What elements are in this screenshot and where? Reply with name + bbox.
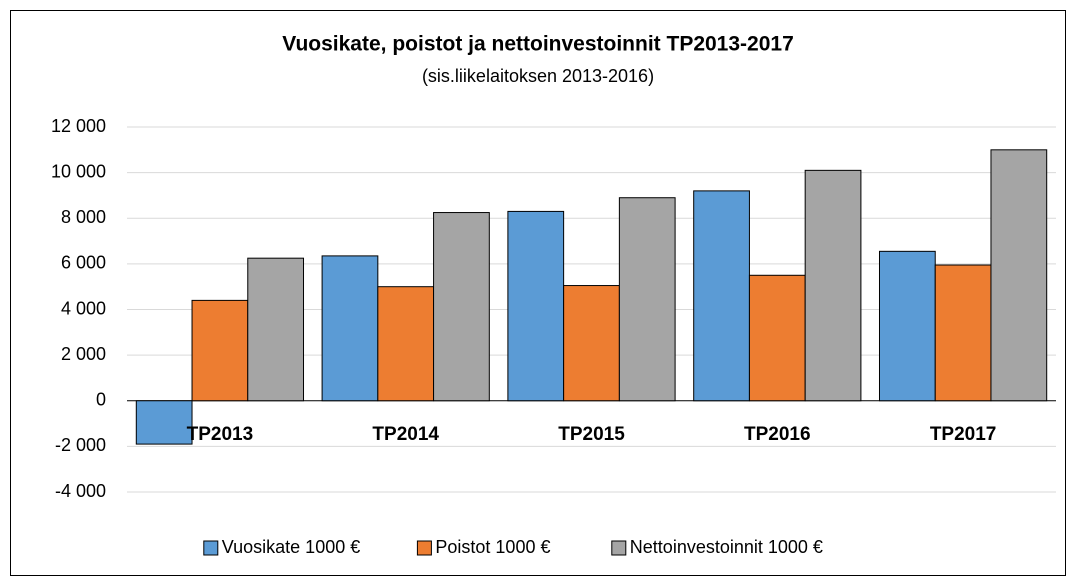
legend-label: Nettoinvestoinnit 1000 € bbox=[630, 537, 823, 557]
legend-label: Poistot 1000 € bbox=[435, 537, 550, 557]
y-tick-label: 10 000 bbox=[51, 161, 106, 181]
y-tick-label: -2 000 bbox=[55, 435, 106, 455]
y-tick-label: 8 000 bbox=[61, 207, 106, 227]
x-tick-label: TP2017 bbox=[930, 424, 997, 445]
legend-swatch bbox=[611, 540, 627, 556]
bar bbox=[377, 286, 435, 402]
bar bbox=[748, 274, 806, 402]
legend-swatch bbox=[203, 540, 219, 556]
x-tick-label: TP2014 bbox=[372, 424, 439, 445]
bar bbox=[563, 285, 620, 402]
bar bbox=[191, 299, 249, 402]
bar bbox=[804, 169, 862, 402]
legend-label: Vuosikate 1000 € bbox=[222, 537, 360, 557]
bar bbox=[247, 257, 305, 402]
y-tick-label: 12 000 bbox=[51, 116, 106, 136]
bar bbox=[618, 197, 676, 402]
bar bbox=[433, 212, 490, 402]
y-tick-label: -4 000 bbox=[55, 481, 106, 501]
chart-subtitle: (sis.liikelaitoksen 2013-2016) bbox=[422, 66, 654, 86]
bar bbox=[507, 210, 565, 402]
y-tick-label: 2 000 bbox=[61, 344, 106, 364]
y-tick-label: 0 bbox=[96, 390, 106, 410]
bar bbox=[321, 255, 379, 402]
bar bbox=[135, 400, 193, 445]
chart-title: Vuosikate, poistot ja nettoinvestoinnit … bbox=[282, 33, 794, 56]
x-tick-label: TP2015 bbox=[558, 424, 625, 445]
bar bbox=[990, 149, 1048, 402]
x-tick-label: TP2016 bbox=[744, 424, 811, 445]
x-tick-label: TP2013 bbox=[187, 424, 254, 445]
bar bbox=[693, 190, 750, 402]
y-tick-label: 6 000 bbox=[61, 253, 106, 273]
legend-swatch bbox=[416, 540, 432, 556]
y-tick-label: 4 000 bbox=[61, 298, 106, 318]
bar bbox=[934, 264, 992, 402]
bar bbox=[878, 250, 936, 402]
